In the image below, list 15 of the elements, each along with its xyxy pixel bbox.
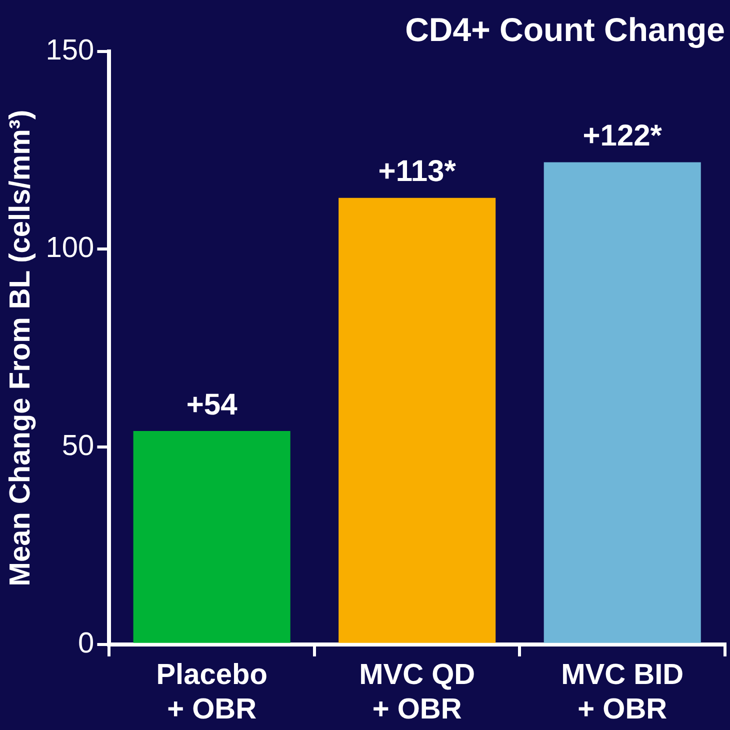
bar — [544, 162, 701, 643]
bar — [133, 430, 290, 643]
y-tick-label: 150 — [46, 34, 94, 67]
data-label: +122* — [582, 120, 662, 153]
x-tick-label: MVC BID + OBR — [561, 658, 684, 726]
data-label: +54 — [186, 388, 238, 422]
y-axis-title: Mean Change From BL (cells/mm³) — [4, 110, 36, 586]
y-tick-label: 0 — [78, 627, 94, 660]
y-tick-label: 100 — [46, 232, 94, 264]
y-tick-label: 50 — [62, 430, 94, 462]
x-tick-label: Placebo + OBR — [156, 658, 268, 726]
bar — [338, 198, 496, 643]
x-tick-label: MVC QD + OBR — [359, 658, 476, 726]
data-label: +113* — [378, 155, 456, 188]
chart-title: CD4+ Count Change — [405, 10, 725, 48]
